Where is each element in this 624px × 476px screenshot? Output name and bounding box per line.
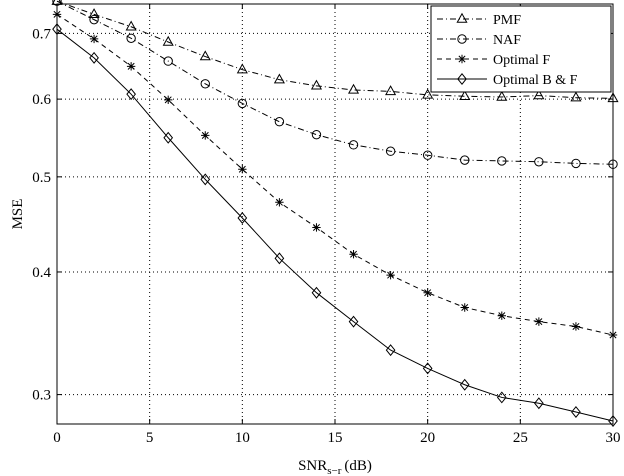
data-point — [163, 56, 173, 66]
data-point — [423, 288, 432, 297]
legend-marker — [457, 34, 467, 44]
data-point — [237, 98, 248, 109]
y-tick-label: 0.7 — [32, 26, 51, 42]
y-tick-label: 0.3 — [32, 388, 51, 404]
x-tick-label: 0 — [53, 430, 61, 446]
data-point — [571, 322, 581, 331]
data-point — [459, 90, 471, 100]
data-point — [496, 391, 507, 404]
data-point — [571, 405, 581, 418]
data-point — [312, 223, 321, 232]
data-point — [534, 397, 544, 410]
data-point — [88, 8, 100, 19]
data-point — [497, 156, 507, 166]
data-point — [310, 79, 323, 90]
plot-series — [51, 0, 619, 427]
x-tick-label: 20 — [420, 430, 435, 446]
data-point — [571, 158, 581, 169]
data-point — [460, 155, 470, 165]
data-point — [126, 62, 136, 71]
data-point — [422, 150, 433, 160]
series-naf — [52, 0, 618, 169]
data-point — [163, 131, 174, 144]
series-line — [56, 28, 614, 422]
legend: PMF NAF Optimal F Optimal B & F — [430, 5, 612, 93]
data-point — [162, 35, 174, 46]
data-point — [200, 79, 210, 89]
data-point — [274, 252, 285, 265]
legend-marker — [457, 73, 467, 85]
data-point — [89, 14, 99, 25]
data-point — [460, 303, 469, 312]
data-point — [201, 131, 210, 140]
data-point — [274, 117, 285, 127]
data-point — [385, 85, 397, 96]
x-tick-label: 10 — [235, 430, 250, 446]
data-point — [273, 73, 285, 84]
data-point — [497, 311, 506, 320]
x-tick-label: 25 — [513, 430, 528, 446]
data-point — [237, 211, 248, 224]
data-point — [349, 250, 358, 259]
data-point — [125, 20, 137, 31]
series-line — [56, 13, 614, 336]
data-point — [126, 88, 136, 101]
data-point — [348, 315, 359, 328]
data-point — [534, 157, 544, 167]
y-tick-label: 0.5 — [32, 170, 51, 186]
legend-label: NAF — [493, 33, 521, 48]
data-point — [534, 317, 544, 326]
data-point — [533, 89, 545, 100]
x-axis-label-subscript: s−r — [327, 465, 341, 476]
grid — [57, 4, 613, 424]
legend-marker — [457, 54, 467, 64]
x-tick-label: 15 — [328, 430, 343, 446]
data-point — [570, 91, 582, 102]
legend-marker — [456, 12, 468, 23]
data-point — [311, 129, 322, 140]
data-point — [199, 50, 211, 61]
data-point — [459, 378, 470, 391]
y-axis-label: MSE — [10, 199, 26, 230]
x-axis-label-main: SNR — [298, 458, 327, 474]
data-point — [496, 90, 508, 101]
data-point — [347, 83, 360, 94]
data-point — [608, 414, 618, 427]
series-line — [56, 0, 614, 165]
legend-label: PMF — [493, 13, 521, 28]
data-point — [164, 95, 173, 105]
data-point — [385, 344, 396, 357]
y-tick-label: 0.4 — [32, 265, 51, 281]
legend-box — [430, 5, 612, 93]
data-point — [236, 63, 248, 74]
data-point — [422, 362, 433, 375]
data-point — [385, 146, 396, 156]
x-tick-label: 30 — [606, 430, 621, 446]
data-point — [275, 198, 284, 207]
data-point — [200, 173, 211, 186]
data-point — [348, 140, 359, 150]
x-axis-label: SNRs−r (dB) — [298, 458, 372, 476]
x-tick-label: 5 — [146, 430, 154, 446]
series-line — [56, 0, 614, 99]
data-point — [89, 51, 99, 64]
data-point — [311, 286, 322, 299]
data-point — [89, 34, 99, 44]
data-point — [126, 33, 136, 44]
x-axis-label-unit: (dB) — [344, 458, 372, 474]
legend-label: Optimal F — [493, 53, 550, 68]
data-point — [386, 270, 395, 280]
data-point — [422, 88, 434, 99]
legend-label: Optimal B & F — [493, 73, 578, 88]
y-tick-label: 0.6 — [32, 92, 51, 108]
data-point — [238, 165, 247, 174]
series-optimal-b-f — [52, 23, 618, 427]
